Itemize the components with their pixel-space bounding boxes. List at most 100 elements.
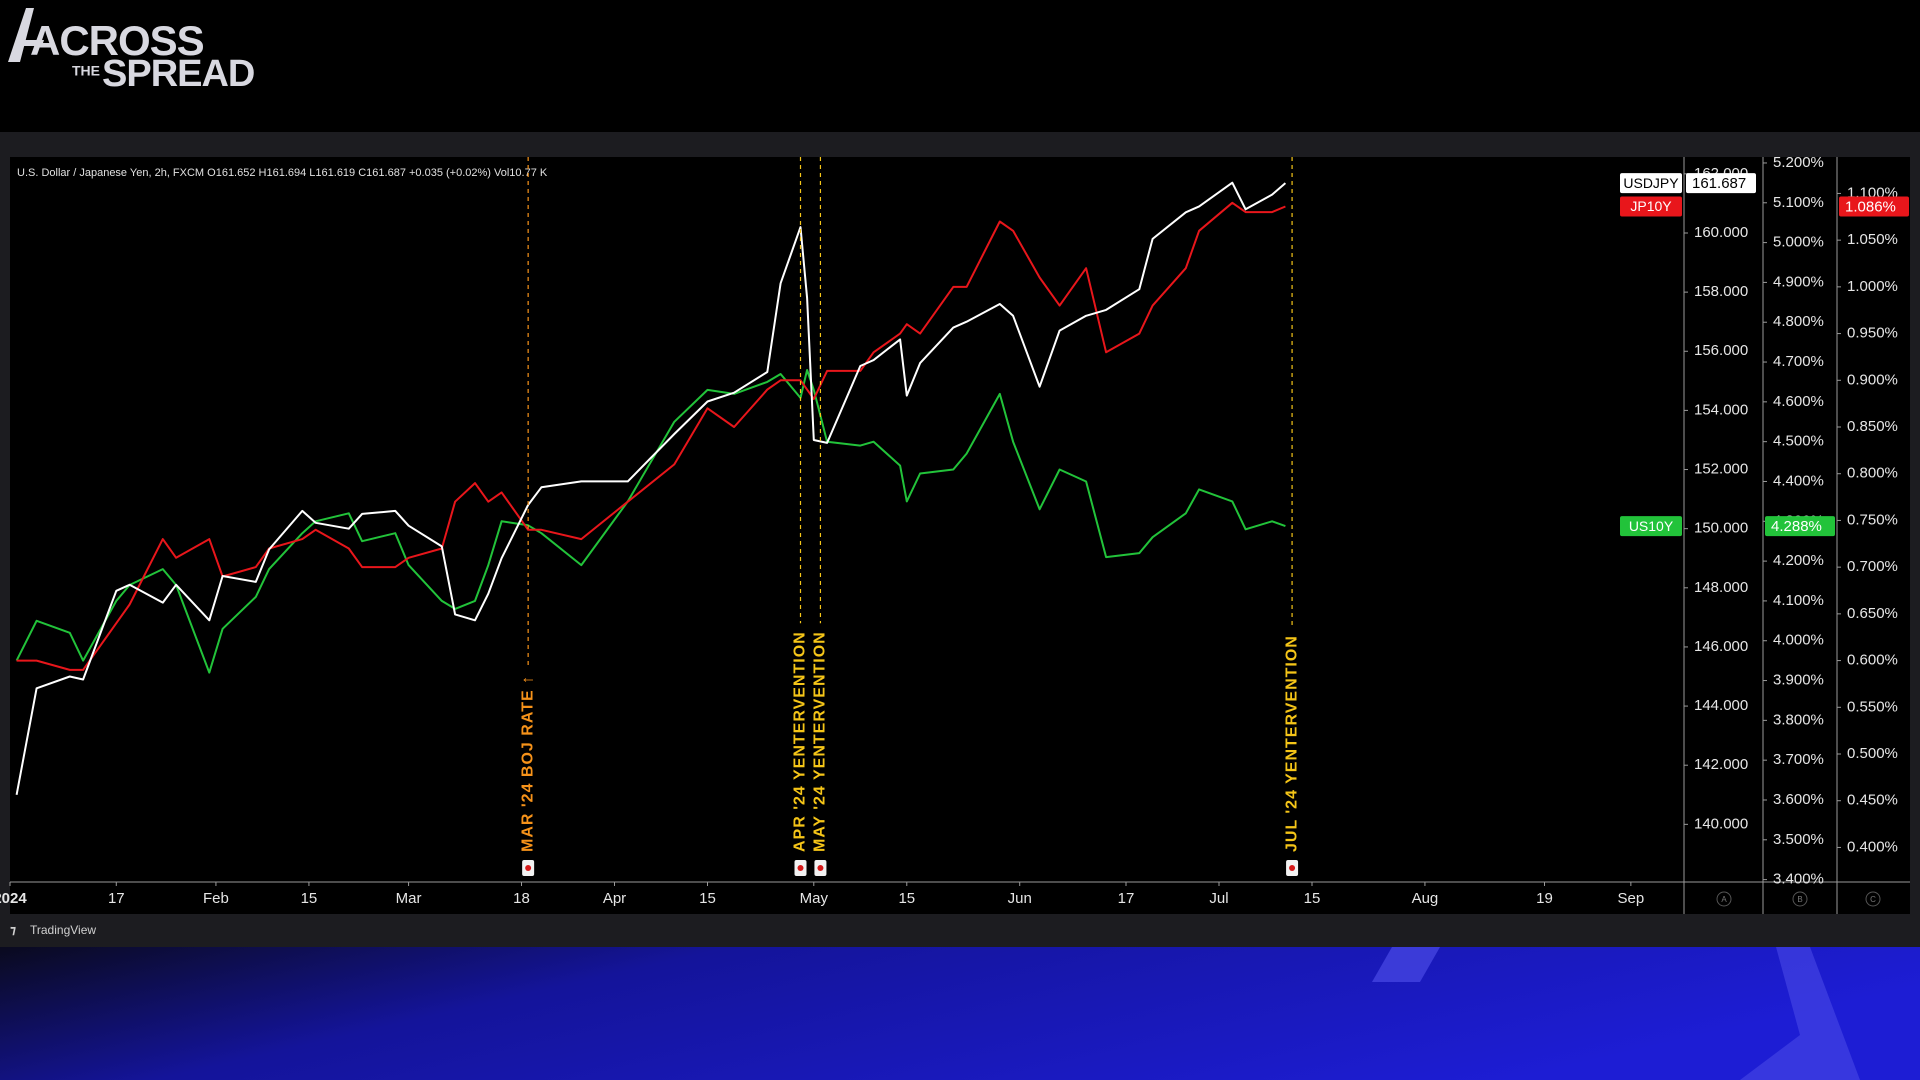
y-tick-label: 144.000 [1694,697,1748,714]
axis-button[interactable] [1716,891,1732,907]
y-tick-label: 0.950% [1847,325,1898,342]
series-line [16,201,1286,671]
x-tick-label: Sep [1618,890,1645,907]
banner-shape [1740,947,1860,1080]
last-value-tag [1839,196,1909,217]
series-name-tag [1620,516,1682,537]
y-tick-label: 5.200% [1773,154,1824,171]
y-tick-label: 142.000 [1694,756,1748,773]
annotation-label: MAY '24 YENTERVENTION [812,631,829,852]
y-tick-label: 0.750% [1847,511,1898,528]
y-tick-label: 0.650% [1847,605,1898,622]
y-tick-label: 152.000 [1694,460,1748,477]
axis-button-label: C [1870,895,1876,904]
series-line [15,181,1287,795]
y-tick-label: 3.400% [1773,871,1824,888]
y-tick-label: 0.450% [1847,792,1898,809]
x-tick-label: 15 [699,890,716,907]
y-tick-label: 4.100% [1773,592,1824,609]
logo: ACROSS THE SPREAD [8,8,255,95]
annotation-flag-dot [817,865,824,871]
y-tick-label: 5.100% [1773,194,1824,211]
y-tick-label: 1.000% [1847,278,1898,295]
y-tick-label: 4.500% [1773,433,1824,450]
y-tick-label: 3.500% [1773,831,1824,848]
annotation-label: JUL '24 YENTERVENTION [1283,635,1300,852]
logo-line2: SPREAD [102,53,254,95]
annotation-flag-dot [797,865,804,871]
x-tick-label: Feb [203,890,229,907]
axis-button-label: B [1797,895,1802,904]
y-tick-label: 0.600% [1847,652,1898,669]
brand-text: TradingView [30,923,96,937]
tradingview-brand: ⁊ TradingView [10,923,96,937]
x-tick-label: 15 [898,890,915,907]
annotation-flag-dot [1289,865,1296,871]
y-tick-label: 5.000% [1773,234,1824,251]
x-tick-label: 17 [108,890,125,907]
annotation-label: MAR '24 BOJ RATE ↑ [519,675,536,852]
y-tick-label: 0.550% [1847,698,1898,715]
logo-line1: ACROSS [30,17,204,64]
logo-mark [8,8,44,62]
y-tick-label: 0.850% [1847,418,1898,435]
y-tick-label: 4.000% [1773,632,1824,649]
y-tick-label: 154.000 [1694,401,1748,418]
x-tick-label: Jun [1008,890,1032,907]
y-tick-label: 4.900% [1773,273,1824,290]
y-tick-label: 4.200% [1773,552,1824,569]
y-tick-label: 0.800% [1847,465,1898,482]
series-name-tag [1620,173,1682,194]
series-name: USDJPY [1623,175,1679,191]
y-tick-label: 148.000 [1694,579,1748,596]
y-tick-label: 0.500% [1847,745,1898,762]
y-tick-label: 0.400% [1847,838,1898,855]
y-tick-label: 3.600% [1773,791,1824,808]
x-tick-label: Mar [396,890,422,907]
last-value-tag [1686,173,1756,194]
axis-button[interactable] [1792,891,1808,907]
y-tick-label: 158.000 [1694,283,1748,300]
y-tick-label: 4.800% [1773,313,1824,330]
banner [0,947,1920,1080]
x-tick-label: 18 [513,890,530,907]
x-tick-label: 15 [1304,890,1321,907]
annotation-label: APR '24 YENTERVENTION [792,631,809,852]
series-line [15,369,1286,674]
y-tick-label: 1.050% [1847,231,1898,248]
y-tick-label: 4.400% [1773,472,1824,489]
logo-small: THE [72,63,100,79]
header-bg [0,0,1920,132]
tv-icon: ⁊ [10,923,16,937]
x-tick-label: 15 [301,890,318,907]
axis-button[interactable] [1865,891,1881,907]
x-tick-label: May [800,890,829,907]
y-tick-label: 140.000 [1694,815,1748,832]
y-tick-label: 0.900% [1847,371,1898,388]
y-tick-label: 146.000 [1694,638,1748,655]
y-tick-label: 3.800% [1773,711,1824,728]
plot [15,181,1287,795]
series-name: US10Y [1629,518,1674,534]
annotation-flag-dot [525,865,532,871]
x-tick-label: Jul [1209,890,1228,907]
series-name-tag [1620,196,1682,217]
y-tick-label: 4.700% [1773,353,1824,370]
y-tick-label: 160.000 [1694,224,1748,241]
banner-shape [1372,947,1440,982]
last-value-label: 1.086% [1845,198,1896,215]
series-name: JP10Y [1630,198,1672,214]
last-value-tag [1765,516,1835,537]
y-tick-label: 4.600% [1773,393,1824,410]
y-tick-label: 156.000 [1694,342,1748,359]
y-tick-label: 3.700% [1773,751,1824,768]
y-tick-label: 3.900% [1773,672,1824,689]
chart-title: U.S. Dollar / Japanese Yen, 2h, FXCM O16… [17,167,548,179]
last-value-label: 4.288% [1771,518,1822,535]
x-tick-label: 19 [1536,890,1553,907]
axis-button-label: A [1721,895,1727,904]
x-tick-label: Apr [603,890,626,907]
